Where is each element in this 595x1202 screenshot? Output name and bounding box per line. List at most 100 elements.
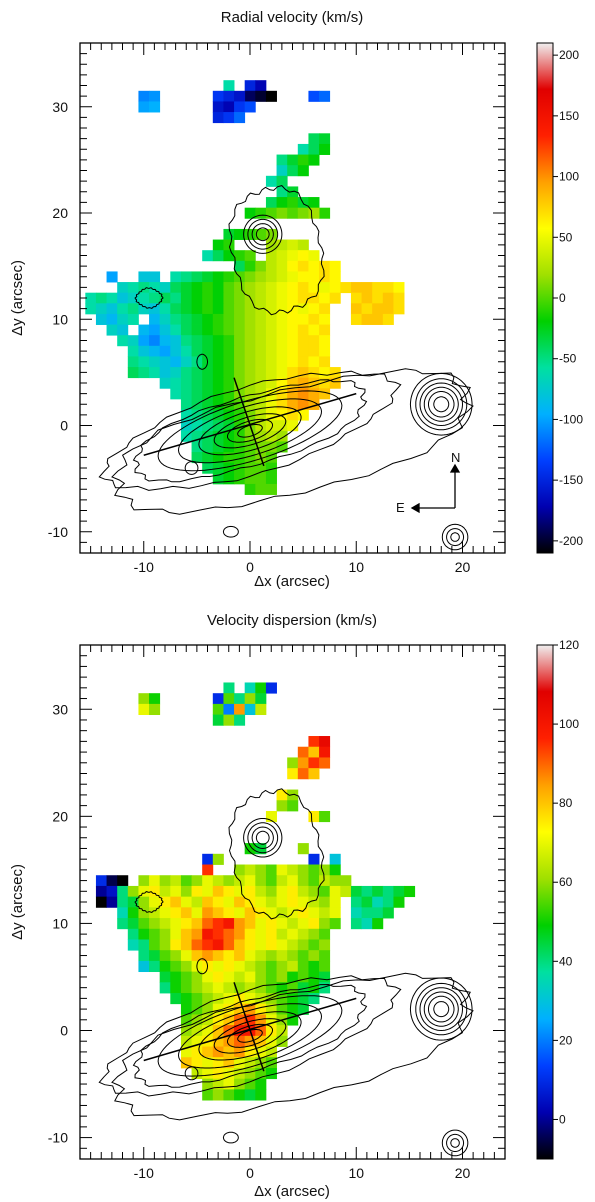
colorbar-ticks: 200 150 100 50 0 -50 -100 -150 -200 — [553, 48, 583, 548]
heatmap-cell — [255, 324, 267, 336]
heatmap-cell — [372, 918, 384, 930]
heatmap-cell — [329, 918, 341, 930]
heatmap-cell — [287, 409, 299, 421]
heatmap-cell — [350, 907, 362, 919]
heatmap-cell — [287, 165, 299, 177]
heatmap-cell — [223, 896, 235, 908]
heatmap-cell — [276, 1003, 288, 1015]
heatmap-cell — [265, 356, 277, 368]
heatmap-cell — [382, 313, 394, 325]
heatmap-cell — [297, 768, 309, 780]
heatmap-cell — [297, 864, 309, 876]
heatmap-cell — [223, 971, 235, 983]
heatmap-cell — [202, 250, 214, 262]
heatmap-cell — [234, 885, 246, 898]
knot-contour — [222, 1131, 239, 1144]
heatmap-cell — [265, 928, 277, 940]
knot-contour — [134, 891, 164, 913]
heatmap-cell — [265, 960, 277, 973]
colorbar-tick-label: -50 — [559, 352, 577, 366]
heatmap-cell — [319, 907, 331, 919]
heatmap-cell — [234, 356, 246, 368]
heatmap-cell — [255, 377, 267, 389]
heatmap-cell — [127, 928, 139, 940]
heatmap-cell — [265, 1025, 277, 1037]
heatmap-cell — [319, 143, 331, 155]
heatmap-cell — [180, 292, 192, 304]
heatmap-cell — [234, 345, 246, 357]
heatmap-cell — [382, 282, 394, 294]
y-tick-label: 20 — [52, 205, 68, 221]
heatmap-cell — [127, 335, 139, 347]
heatmap-cell — [265, 1014, 277, 1026]
heatmap-cell — [191, 324, 203, 336]
heatmap-cell — [191, 409, 203, 421]
heatmap-cell — [276, 154, 288, 166]
heatmap-cell — [382, 303, 394, 315]
heatmap-cell — [297, 367, 309, 379]
heatmap-cell — [138, 271, 150, 283]
heatmap-cell — [138, 875, 150, 887]
heatmap-cell — [329, 864, 341, 876]
heatmap-cell — [202, 875, 214, 887]
heatmap-cell — [287, 885, 299, 898]
heatmap-cell — [180, 939, 192, 951]
heatmap-cell — [297, 939, 309, 951]
heatmap-cell — [244, 473, 256, 485]
heatmap-cell — [234, 982, 246, 994]
heatmap-cell — [276, 398, 288, 410]
heatmap-cell — [191, 939, 203, 951]
heatmap-cell — [180, 971, 192, 983]
heatmap-cell — [244, 993, 256, 1005]
heatmap-cell — [265, 462, 277, 474]
heatmap-cell — [159, 303, 171, 315]
heatmap-cell — [138, 885, 150, 898]
heatmap-cell — [202, 950, 214, 962]
heatmap-cell — [319, 313, 331, 325]
heatmap-cell — [393, 885, 405, 898]
heatmap-cell — [244, 1089, 256, 1101]
heatmap-cell — [191, 441, 203, 453]
heatmap-cell — [297, 345, 309, 357]
heatmap-cell — [308, 282, 320, 294]
colorbar-tick-label: 100 — [559, 170, 579, 184]
heatmap-cell — [138, 292, 150, 304]
heatmap-cell — [265, 303, 277, 315]
heatmap-cell — [319, 356, 331, 368]
heatmap-cell — [223, 1089, 235, 1101]
heatmap-cell — [265, 993, 277, 1005]
heatmap-cell — [276, 441, 288, 453]
heatmap-cell — [308, 810, 320, 823]
heatmap-cell — [212, 1035, 224, 1047]
colorbar-tick-label: 100 — [559, 717, 579, 731]
heatmap-cell — [255, 356, 267, 368]
heatmap-cell — [180, 271, 192, 283]
heatmap-cell — [287, 260, 299, 272]
heatmap-cell — [223, 714, 235, 726]
heatmap-cell — [319, 982, 331, 994]
heatmap-cell — [319, 885, 331, 898]
heatmap-cell — [319, 377, 331, 389]
star-contour — [251, 826, 274, 850]
heatmap-cell — [127, 918, 139, 930]
heatmap-cell — [319, 939, 331, 951]
heatmap-cell — [180, 993, 192, 1005]
heatmap-cell — [244, 907, 256, 919]
heatmap-cell — [212, 928, 224, 940]
y-tick-labels: -10 0 10 20 30 — [48, 701, 68, 1145]
heatmap-cell — [308, 303, 320, 315]
heatmap-cell — [308, 197, 320, 209]
heatmap-cell — [308, 918, 320, 930]
heatmap-cell — [265, 896, 277, 908]
heatmap-cell — [223, 907, 235, 919]
heatmap-cell — [255, 982, 267, 994]
heatmap-cell — [382, 885, 394, 898]
heatmap-cell — [297, 918, 309, 930]
heatmap-cell — [223, 693, 235, 705]
heatmap-cell — [244, 843, 256, 855]
heatmap-cell — [393, 282, 405, 294]
heatmap-cell — [287, 875, 299, 887]
heatmap-cell — [276, 313, 288, 325]
heatmap-cell — [287, 950, 299, 962]
heatmap-cell — [265, 228, 277, 240]
